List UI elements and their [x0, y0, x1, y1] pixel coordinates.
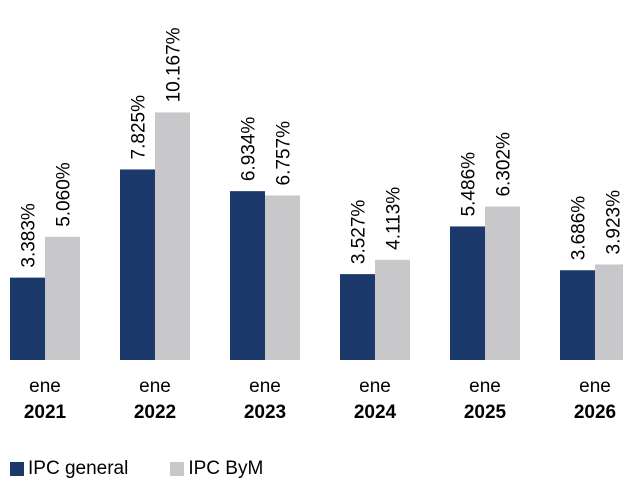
tick-label-year-2025: 2025 [464, 402, 507, 423]
bar-ipc-general-2023 [230, 191, 265, 360]
data-label-ipc-bym-2023: 6.757% [274, 121, 295, 186]
legend-swatch-ipc-general [10, 462, 24, 476]
legend-swatch-ipc-bym [170, 462, 185, 476]
data-label-ipc-general-2026: 3.686% [569, 196, 590, 261]
data-label-ipc-general-2022: 7.825% [129, 95, 150, 160]
tick-label-month-2025: ene [469, 376, 501, 397]
bar-ipc-bym-2023 [265, 195, 300, 360]
bar-ipc-general-2022 [120, 169, 155, 360]
bar-ipc-general-2021 [10, 277, 45, 360]
tick-label-year-2024: 2024 [354, 402, 397, 423]
data-label-ipc-bym-2021: 5.060% [54, 162, 75, 227]
bar-ipc-bym-2025 [485, 206, 520, 360]
data-label-ipc-bym-2025: 6.302% [494, 132, 515, 197]
legend-label-ipc-general: IPC general [28, 458, 129, 479]
tick-label-month-2022: ene [139, 376, 171, 397]
data-label-ipc-general-2025: 5.486% [459, 152, 480, 217]
bar-ipc-general-2026 [560, 270, 595, 360]
data-label-ipc-bym-2022: 10.167% [164, 27, 185, 102]
chart-legend: IPC general IPC ByM [10, 458, 305, 480]
bar-ipc-bym-2026 [595, 264, 623, 360]
tick-label-year-2021: 2021 [24, 402, 67, 423]
bar-ipc-bym-2021 [45, 236, 80, 360]
bar-ipc-general-2025 [450, 226, 485, 360]
legend-item-ipc-bym: IPC ByM [170, 458, 263, 480]
tick-label-month-2026: ene [579, 376, 611, 397]
data-label-ipc-general-2024: 3.527% [349, 200, 370, 265]
data-label-ipc-bym-2024: 4.113% [384, 187, 405, 250]
tick-label-month-2024: ene [359, 376, 391, 397]
tick-label-year-2023: 2023 [244, 402, 286, 423]
tick-label-year-2026: 2026 [574, 402, 616, 423]
legend-item-ipc-general: IPC general [10, 458, 128, 480]
tick-label-month-2021: ene [29, 376, 61, 397]
bar-ipc-bym-2022 [155, 112, 190, 360]
tick-label-year-2022: 2022 [134, 402, 176, 423]
legend-label-ipc-bym: IPC ByM [188, 458, 264, 479]
bar-ipc-general-2024 [340, 274, 375, 360]
data-label-ipc-bym-2026: 3.923% [604, 190, 623, 255]
tick-label-month-2023: ene [249, 376, 281, 397]
bar-ipc-bym-2024 [375, 259, 410, 360]
data-label-ipc-general-2021: 3.383% [19, 203, 40, 268]
data-label-ipc-general-2023: 6.934% [239, 117, 260, 182]
